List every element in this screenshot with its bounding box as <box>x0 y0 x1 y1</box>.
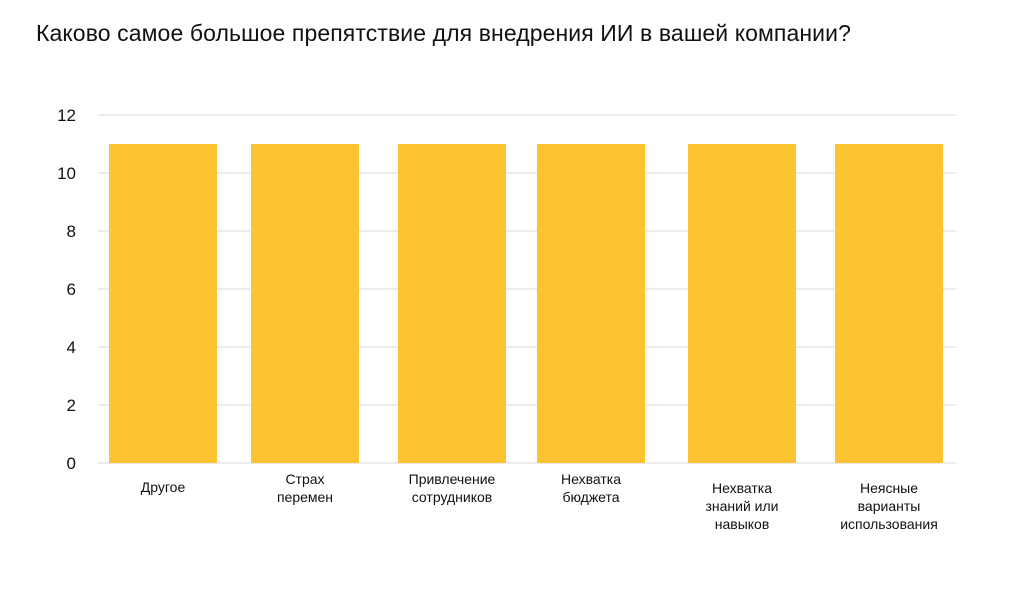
y-tick-label: 6 <box>67 280 76 299</box>
x-category-label: Нехватка знаний или навыков <box>705 480 778 532</box>
y-tick-label: 10 <box>57 164 76 183</box>
x-category-label: Нехватка бюджета <box>561 471 621 505</box>
bar <box>398 144 506 463</box>
bar <box>688 144 796 463</box>
bar <box>537 144 645 463</box>
x-category-label: Неясные варианты использования <box>840 480 938 532</box>
x-category-label: Другое <box>141 479 186 495</box>
bar <box>835 144 943 463</box>
y-tick-label: 4 <box>67 338 76 357</box>
bar <box>109 144 217 463</box>
y-tick-label: 12 <box>57 106 76 125</box>
y-tick-label: 2 <box>67 396 76 415</box>
chart-title: Каково самое большое препятствие для вне… <box>36 20 851 46</box>
y-tick-label: 8 <box>67 222 76 241</box>
bar <box>251 144 359 463</box>
x-category-label: Привлечение сотрудников <box>409 471 496 505</box>
x-category-label: Страх перемен <box>277 471 333 505</box>
y-tick-label: 0 <box>67 454 76 473</box>
